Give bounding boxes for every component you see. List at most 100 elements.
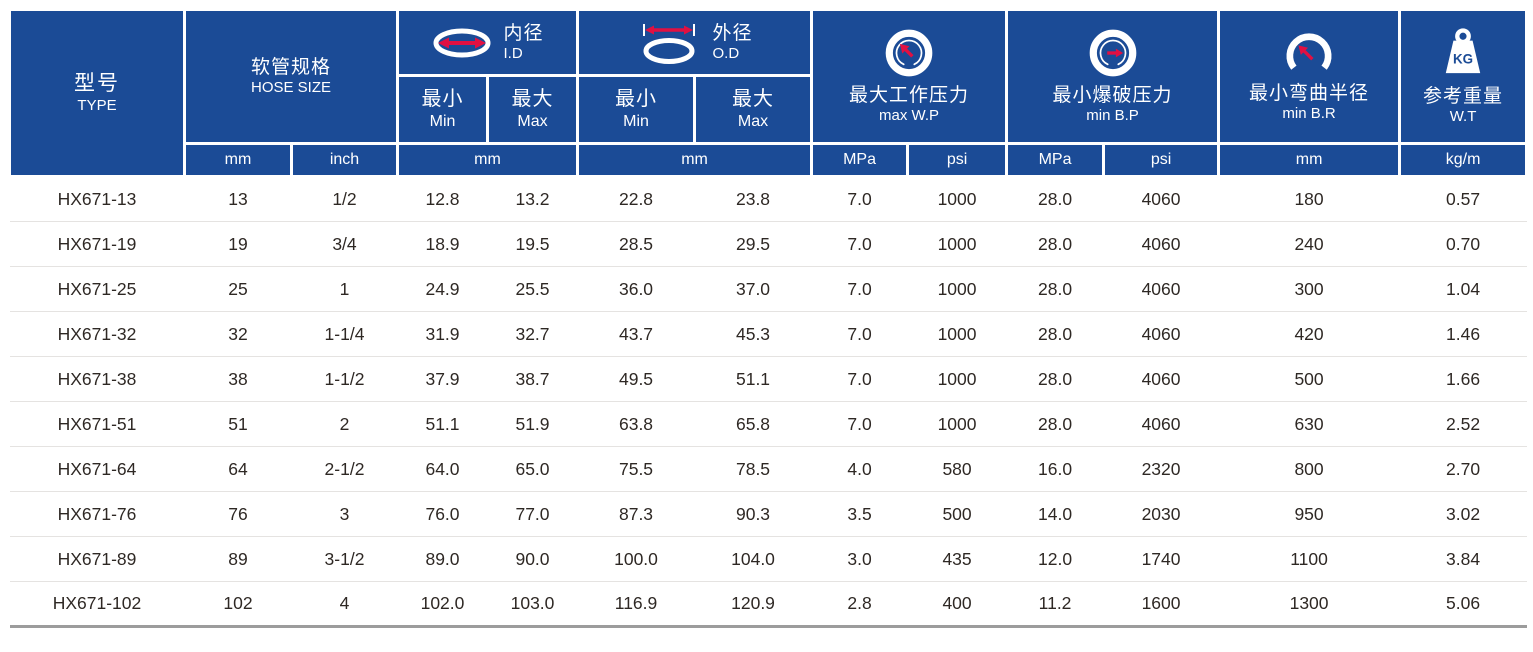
cell-id_max: 38.7 [487,356,578,402]
od-label-zh: 外径 [712,22,753,44]
cell-hose_mm: 51 [184,401,292,447]
cell-id_max: 32.7 [487,311,578,357]
cell-od_max: 120.9 [694,581,812,628]
bp-label-en: min B.P [1086,107,1139,125]
cell-bp_mpa: 28.0 [1006,401,1104,447]
cell-id_max: 25.5 [487,266,578,312]
cell-wp_mpa: 4.0 [811,446,908,492]
cell-bp_psi: 2030 [1103,491,1219,537]
od-label-en: O.D [712,45,740,63]
unit-bp-mpa: MPa [1005,142,1106,178]
cell-od_min: 36.0 [577,266,695,312]
unit-hose-inch: inch [290,142,399,178]
cell-wt_kgm: 2.70 [1399,446,1527,492]
cell-br_mm: 180 [1218,176,1400,222]
cell-hose_inch: 4 [291,581,398,628]
cell-br_mm: 420 [1218,311,1400,357]
cell-bp_psi: 1740 [1103,536,1219,582]
cell-hose_mm: 102 [184,581,292,628]
cell-wp_mpa: 7.0 [811,221,908,267]
cell-id_max: 19.5 [487,221,578,267]
outer-diameter-icon [642,23,695,64]
col-header-min-bend-radius: 最小弯曲半径 min B.R [1217,8,1402,145]
cell-od_min: 49.5 [577,356,695,402]
cell-wt_kgm: 5.06 [1399,581,1527,628]
hose-size-label-zh: 软管规格 [250,56,331,78]
unit-bp-psi: psi [1102,142,1221,178]
cell-bp_psi: 4060 [1103,356,1219,402]
cell-bp_psi: 4060 [1103,221,1219,267]
unit-od-mm: mm [576,142,814,178]
cell-id_min: 89.0 [397,536,488,582]
cell-type: HX671-32 [9,311,185,357]
table-row: HX671-102 102 4 102.0 103.0 116.9 120.9 2.8 400 1… [9,581,1527,628]
cell-id_min: 18.9 [397,221,488,267]
cell-hose_inch: 2 [291,401,398,447]
cell-id_min: 31.9 [397,311,488,357]
od-min-zh: 最小 [615,88,658,111]
subheader-od-max: 最大 Max [693,74,814,145]
cell-bp_psi: 4060 [1103,176,1219,222]
burst-gauge-icon [1089,29,1136,76]
cell-bp_mpa: 14.0 [1006,491,1104,537]
subheader-od-min: 最小 Min [576,74,697,145]
cell-id_min: 12.8 [397,176,488,222]
cell-od_max: 51.1 [694,356,812,402]
cell-od_min: 22.8 [577,176,695,222]
table-row: HX671-51 51 2 51.1 51.9 63.8 65.8 7.0 1000 28.0 40… [9,401,1527,447]
cell-od_max: 65.8 [694,401,812,447]
bp-label-zh: 最小爆破压力 [1052,84,1173,106]
table-row: HX671-64 64 2-1/2 64.0 65.0 75.5 78.5 4.0 580 16.… [9,446,1527,492]
cell-id_min: 37.9 [397,356,488,402]
cell-wp_psi: 1000 [907,176,1007,222]
cell-wp_mpa: 7.0 [811,356,908,402]
cell-wp_mpa: 3.0 [811,536,908,582]
cell-id_max: 77.0 [487,491,578,537]
cell-br_mm: 500 [1218,356,1400,402]
unit-id-mm: mm [395,142,580,178]
cell-wt_kgm: 1.46 [1399,311,1527,357]
col-header-outer-diameter: 外径 O.D [576,8,814,77]
unit-wp-mpa: MPa [810,142,910,178]
cell-wt_kgm: 0.70 [1399,221,1527,267]
table-row: HX671-25 25 1 24.9 25.5 36.0 37.0 7.0 1000 28.0 40… [9,266,1527,312]
cell-id_min: 76.0 [397,491,488,537]
cell-hose_inch: 3-1/2 [291,536,398,582]
cell-wt_kgm: 0.57 [1399,176,1527,222]
table-row: HX671-76 76 3 76.0 77.0 87.3 90.3 3.5 500 14.0 203… [9,491,1527,537]
unit-wp-psi: psi [906,142,1009,178]
od-max-en: Max [737,113,769,131]
cell-id_max: 51.9 [487,401,578,447]
cell-od_min: 75.5 [577,446,695,492]
cell-br_mm: 630 [1218,401,1400,447]
unit-wt-kgm: kg/m [1398,142,1529,178]
cell-hose_mm: 64 [184,446,292,492]
od-min-en: Min [623,113,649,131]
table-row: HX671-32 32 1-1/4 31.9 32.7 43.7 45.3 7.0 1000 28… [9,311,1527,357]
cell-wt_kgm: 3.84 [1399,536,1527,582]
cell-id_max: 103.0 [487,581,578,628]
cell-hose_inch: 3/4 [291,221,398,267]
type-label-en: TYPE [77,97,117,115]
cell-bp_mpa: 16.0 [1006,446,1104,492]
cell-od_max: 78.5 [694,446,812,492]
table-row: HX671-89 89 3-1/2 89.0 90.0 100.0 104.0 3.0 435 1… [9,536,1527,582]
cell-hose_inch: 3 [291,491,398,537]
col-header-weight: KG 参考重量 W.T [1398,8,1529,145]
cell-br_mm: 950 [1218,491,1400,537]
cell-bp_mpa: 11.2 [1006,581,1104,628]
cell-bp_mpa: 28.0 [1006,356,1104,402]
cell-od_max: 104.0 [694,536,812,582]
cell-hose_mm: 32 [184,311,292,357]
cell-wp_psi: 1000 [907,311,1007,357]
cell-od_min: 43.7 [577,311,695,357]
col-header-min-burst-pressure: 最小爆破压力 min B.P [1005,8,1221,145]
cell-br_mm: 800 [1218,446,1400,492]
cell-wp_mpa: 3.5 [811,491,908,537]
cell-wt_kgm: 1.04 [1399,266,1527,312]
cell-bp_psi: 4060 [1103,266,1219,312]
wp-label-zh: 最大工作压力 [849,84,970,106]
br-label-en: min B.R [1282,105,1336,123]
cell-type: HX671-38 [9,356,185,402]
cell-wp_psi: 1000 [907,356,1007,402]
